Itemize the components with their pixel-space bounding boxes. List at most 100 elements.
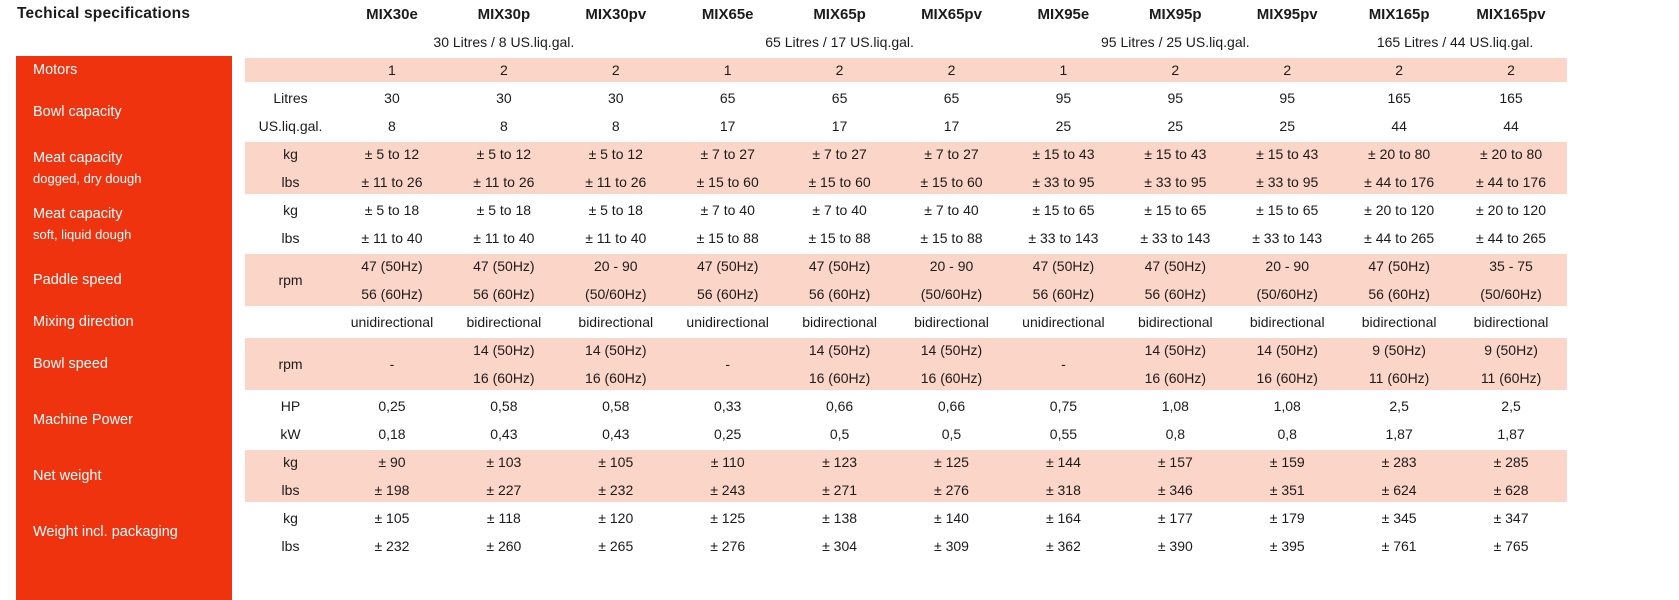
spec-cell: ± 15 to 43	[1032, 146, 1095, 162]
spec-cell: ± 11 to 26	[585, 174, 647, 190]
spec-cell: ± 7 to 27	[812, 146, 867, 162]
spec-cell: 30	[607, 90, 624, 106]
spec-cell: 25	[1279, 118, 1295, 134]
unit-cell: Litres	[273, 90, 308, 106]
spec-cell: ± 351	[1269, 482, 1305, 498]
spec-cell: ± 15 to 60	[696, 174, 759, 190]
spec-cell: ± 276	[710, 538, 746, 554]
spec-cell: 44	[1503, 118, 1519, 134]
spec-value: 56 (60Hz)	[1032, 286, 1095, 302]
spec-cell: ± 5 to 12	[364, 146, 420, 162]
spec-band-machine-power: HP 0,25 0,58 0,58 0,33 0,66 0,66 0,75 1,08 1,08 2,…	[245, 392, 1567, 448]
spec-cell: ± 15 to 43	[1256, 146, 1319, 162]
spec-cell: 95	[1167, 90, 1184, 106]
capacity-group-label: 95 Litres / 25 US.liq.gal.	[1100, 34, 1250, 50]
spec-value: 47 (50Hz)	[808, 258, 871, 274]
spec-cell: ± 44 to 265	[1476, 230, 1547, 246]
spec-value: 14 (50Hz)	[585, 342, 647, 358]
spec-cell: ± 243	[710, 482, 746, 498]
spec-value: (50/60Hz)	[1256, 286, 1318, 302]
spec-cell: ± 159	[1269, 454, 1305, 470]
spec-cell: -	[336, 336, 448, 392]
spec-band-mixing-direction: unidirectional bidirectional bidirectional…	[245, 308, 1567, 336]
spec-value: 14 (50Hz)	[920, 342, 983, 358]
spec-cell: 65	[831, 90, 848, 106]
spec-cell: 0,43	[602, 426, 630, 442]
spec-cell: ± 761	[1381, 538, 1417, 554]
column-header-mix165pv: MIX165pv	[1476, 5, 1546, 23]
sidebar-group-meat-capacity: Meat capacity dogged, dry dough	[16, 140, 232, 196]
spec-cell: 0,8	[1165, 426, 1186, 442]
spec-value: -	[725, 356, 730, 372]
spec-cell: 65	[943, 90, 960, 106]
spec-cell: ± 7 to 40	[924, 202, 979, 218]
spec-value: 47 (50Hz)	[1032, 258, 1095, 274]
spec-cell: ± 362	[1045, 538, 1081, 554]
spec-cell: 0,55	[1049, 426, 1078, 442]
sidebar-group-net-weight: Net weight	[16, 448, 232, 504]
spec-cell: ± 105	[598, 454, 634, 470]
spec-cell: 47 (50Hz) 56 (60Hz)	[448, 252, 560, 308]
sidebar-group-label: Motors	[33, 61, 78, 78]
spec-cell: ± 33 to 95	[1256, 174, 1319, 190]
spec-cell: 2	[835, 62, 844, 78]
spec-cell: 20 - 90 (50/60Hz)	[896, 252, 1008, 308]
unit-cell: lbs	[281, 538, 300, 554]
spec-band-motors: 1 2 2 1 2 2 1 2 2 2 2	[245, 56, 1567, 84]
spec-cell: 0,5	[941, 426, 962, 442]
spec-cell: bidirectional	[1473, 314, 1549, 330]
spec-cell: ± 390	[1157, 538, 1193, 554]
spec-cell: 8	[611, 118, 620, 134]
spec-cell: 0,5	[829, 426, 850, 442]
spec-cell: 30	[384, 90, 400, 106]
spec-value: 11 (60Hz)	[1480, 370, 1542, 386]
column-header-mix95p: MIX95p	[1149, 5, 1202, 23]
spec-cell: bidirectional	[1249, 314, 1325, 330]
unit-cell: lbs	[281, 482, 300, 498]
spec-cell: 0,33	[714, 398, 742, 414]
spec-cell: 17	[719, 118, 736, 134]
spec-band-meat-capacity: kg ± 5 to 12 ± 5 to 12 ± 5 to 12 ± 7 to 27 ± …	[245, 140, 1567, 196]
column-header-mix65e: MIX65e	[701, 5, 754, 23]
spec-value: 56 (60Hz)	[1368, 286, 1430, 302]
spec-cell: 8	[388, 118, 396, 134]
spec-band-meat-capacity: kg ± 5 to 18 ± 5 to 18 ± 5 to 18 ± 7 to 40 ± …	[245, 196, 1567, 252]
spec-cell: 1	[1059, 62, 1068, 78]
spec-cell: ± 345	[1381, 510, 1417, 526]
spec-cell: ± 120	[598, 510, 634, 526]
spec-cell: ± 15 to 88	[808, 230, 871, 246]
spec-cell: 47 (50Hz) 56 (60Hz)	[1119, 252, 1231, 308]
spec-cell: 20 - 90 (50/60Hz)	[1231, 252, 1343, 308]
spec-cell: ± 20 to 120	[1476, 202, 1547, 218]
page-title: Techical specifications	[17, 5, 191, 22]
spec-cell: ± 7 to 27	[700, 146, 755, 162]
spec-cell: ± 5 to 12	[588, 146, 643, 162]
spec-cell: bidirectional	[466, 314, 542, 330]
spec-band-bowl-capacity: Litres 30 30 30 65 65 65 95 95 95 165 165 US.liq.gal…	[245, 84, 1567, 140]
sidebar-group-label: Mixing direction	[33, 313, 134, 330]
spec-cell: 14 (50Hz) 16 (60Hz)	[1231, 336, 1343, 392]
spec-cell: 47 (50Hz) 56 (60Hz)	[336, 252, 448, 308]
spec-cell: bidirectional	[1361, 314, 1437, 330]
spec-cell: 1,87	[1497, 426, 1525, 442]
spec-cell: ± 11 to 40	[473, 230, 535, 246]
sidebar-group-mixing-direction: Mixing direction	[16, 308, 232, 336]
unit-cell: HP	[280, 398, 301, 414]
spec-cell: ± 318	[1045, 482, 1081, 498]
spec-cell: 0,8	[1277, 426, 1297, 442]
spec-cell: ± 105	[374, 510, 410, 526]
spec-cell: ± 177	[1157, 510, 1193, 526]
sidebar-group-label: Machine Power	[33, 411, 133, 428]
spec-cell: bidirectional	[914, 314, 989, 330]
spec-cell: ± 15 to 88	[696, 230, 759, 246]
sidebar-group-sublabel: soft, liquid dough	[33, 226, 132, 242]
spec-cell: 1,08	[1273, 398, 1301, 414]
spec-cell: ± 271	[822, 482, 858, 498]
spec-cell: 95	[1279, 90, 1295, 106]
spec-cell: 2,5	[1389, 398, 1409, 414]
spec-cell: ± 110	[710, 454, 745, 470]
spec-value: 16 (60Hz)	[585, 370, 647, 386]
spec-cell: ± 5 to 12	[476, 146, 532, 162]
spec-cell: ± 20 to 80	[1479, 146, 1543, 162]
unit-cell: kg	[283, 202, 298, 218]
